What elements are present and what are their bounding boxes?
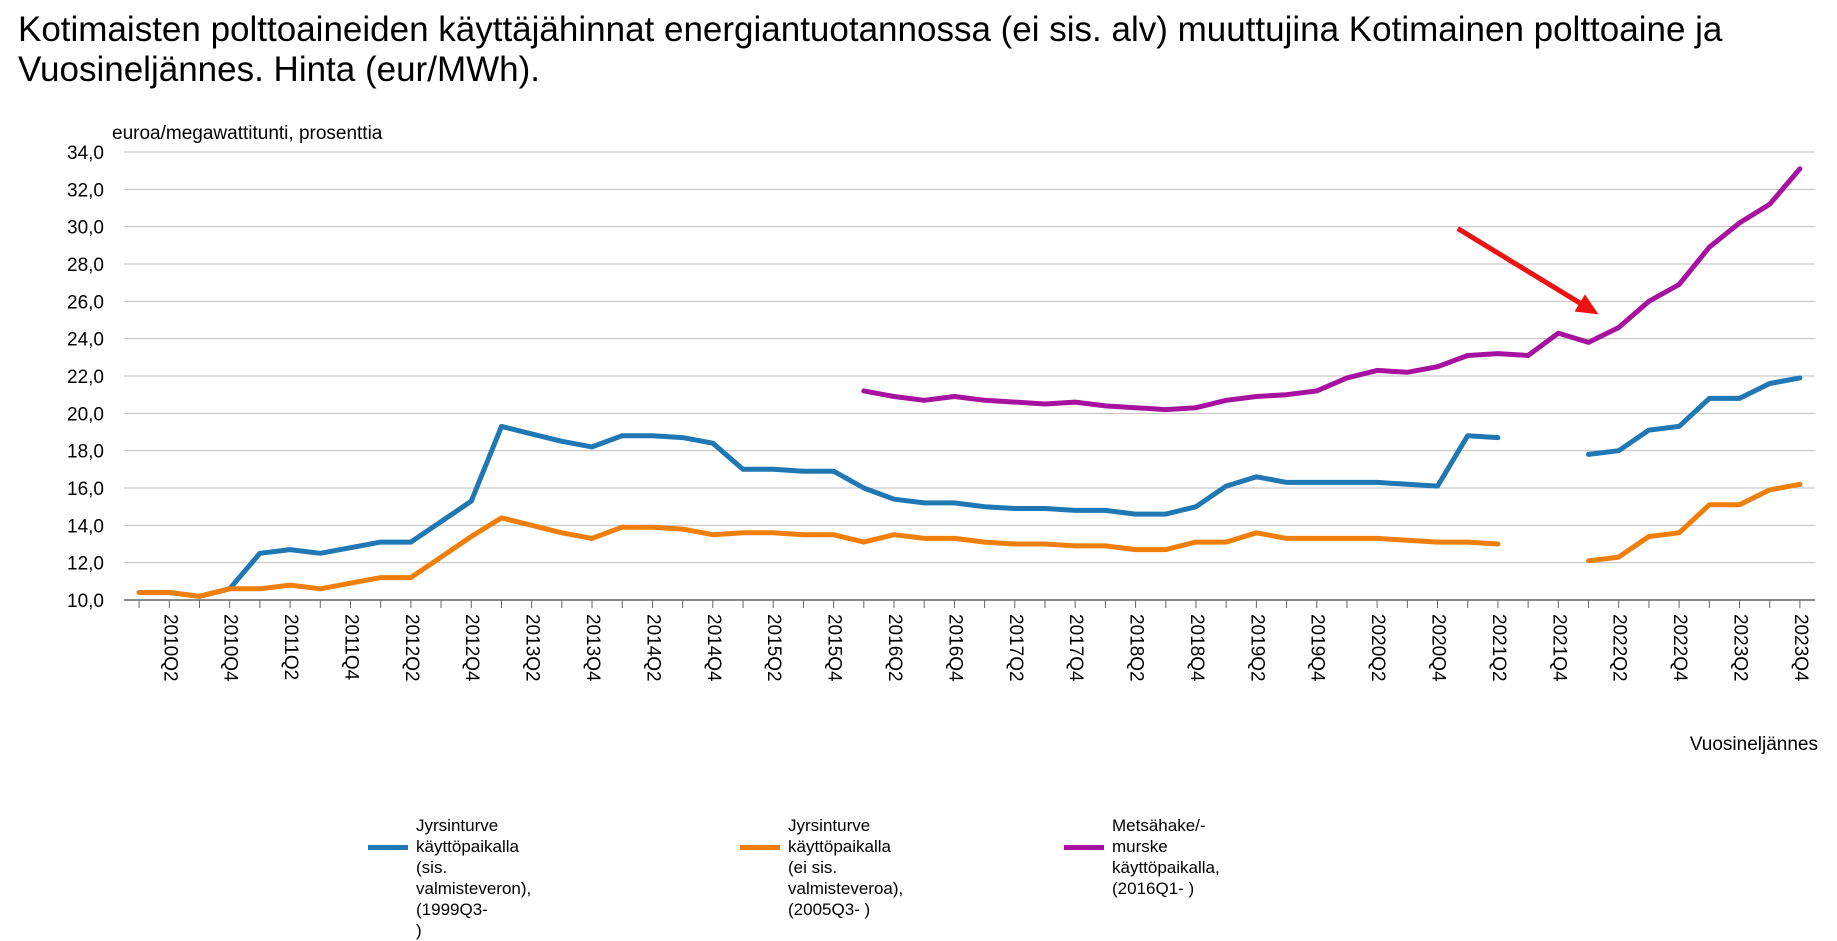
x-tick-label: 2016Q4 [944, 614, 965, 682]
series-lines [136, 166, 1803, 599]
y-tick-label: 18,0 [67, 442, 104, 463]
x-tick-label: 2023Q2 [1729, 614, 1750, 682]
series-line-3[interactable] [861, 166, 1803, 413]
line-chart: 10,0 12,0 14,0 16,0 18,0 20,0 22,0 24,0 26,0 28,0… [67, 123, 1818, 755]
annotation-arrow-head [1574, 294, 1599, 315]
y-tick-label: 10,0 [67, 591, 104, 612]
x-tick-label: 2022Q4 [1669, 614, 1690, 682]
x-tick-label: 2018Q2 [1126, 614, 1147, 682]
chart-title: Kotimaisten polttoaineiden käyttäjähinna… [18, 10, 1723, 89]
x-tick-label: 2021Q4 [1548, 614, 1569, 682]
x-tick-label: 2012Q2 [401, 614, 422, 682]
y-tick-label: 32,0 [67, 180, 104, 201]
x-tick-label: 2021Q2 [1488, 614, 1509, 682]
y-tick-label: 24,0 [67, 330, 104, 351]
legend-swatch-2 [740, 845, 780, 850]
legend-swatch-3 [1064, 845, 1104, 850]
x-tick-label: 2014Q4 [703, 614, 724, 682]
annotations [1456, 226, 1599, 315]
x-tick-label: 2012Q4 [461, 614, 482, 682]
series-line-1[interactable] [136, 423, 1501, 599]
y-tick-label: 34,0 [67, 143, 104, 164]
x-tick-label: 2011Q2 [280, 614, 301, 680]
y-tick-label: 20,0 [67, 404, 104, 425]
gridlines [124, 151, 1815, 601]
x-axis-title: Vuosineljännes [1690, 734, 1818, 755]
x-tick-label: 2020Q2 [1367, 614, 1388, 682]
legend: Jyrsinturve käyttöpaikalla (sis. valmist… [368, 815, 1618, 940]
y-tick-label: 12,0 [67, 554, 104, 575]
legend-label-3: Metsähake/-murske käyttöpaikalla, (2016Q… [1112, 816, 1220, 898]
x-tick-label: 2013Q4 [582, 614, 603, 682]
series-line-2[interactable] [136, 515, 1501, 599]
x-tick-label: 2017Q2 [1005, 614, 1026, 682]
x-tick-label: 2022Q2 [1609, 614, 1630, 682]
x-tick-label: 2020Q4 [1428, 614, 1449, 682]
y-tick-label: 14,0 [67, 516, 104, 537]
x-tick-label: 2010Q2 [159, 614, 180, 682]
series-line-1[interactable] [1586, 375, 1803, 457]
y-axis-ticks: 10,0 12,0 14,0 16,0 18,0 20,0 22,0 24,0 26,0 28,0… [67, 143, 104, 612]
x-tick-label: 2019Q4 [1307, 614, 1328, 682]
legend-label-2: Jyrsinturve käyttöpaikalla (ei sis. valm… [788, 816, 904, 919]
annotation-arrow-shaft [1456, 226, 1582, 306]
x-tick-label: 2011Q4 [340, 614, 361, 681]
x-tick-label: 2023Q4 [1790, 614, 1811, 682]
legend-swatch-1 [368, 845, 408, 850]
legend-label-1: Jyrsinturve käyttöpaikalla (sis. valmist… [416, 816, 532, 940]
y-axis-title: euroa/megawattitunti, prosenttia [112, 123, 383, 144]
series-line-2[interactable] [1586, 481, 1803, 564]
x-tick-label: 2016Q2 [884, 614, 905, 682]
x-axis-ticks: 2010Q2 2010Q4 2011Q2 2011Q4 2012Q2 2012Q4 2013… [138, 600, 1811, 682]
x-tick-label: 2015Q2 [763, 614, 784, 682]
x-tick-label: 2010Q4 [220, 614, 241, 682]
y-tick-label: 22,0 [67, 367, 104, 388]
x-tick-label: 2019Q2 [1246, 614, 1267, 682]
x-tick-label: 2015Q4 [824, 614, 845, 682]
y-tick-label: 26,0 [67, 292, 104, 313]
x-tick-label: 2013Q2 [522, 614, 543, 682]
y-tick-label: 30,0 [67, 218, 104, 239]
y-tick-label: 16,0 [67, 479, 104, 500]
x-tick-label: 2018Q4 [1186, 614, 1207, 682]
x-tick-label: 2017Q4 [1065, 614, 1086, 682]
x-tick-label: 2014Q2 [642, 614, 663, 682]
y-tick-label: 28,0 [67, 255, 104, 276]
